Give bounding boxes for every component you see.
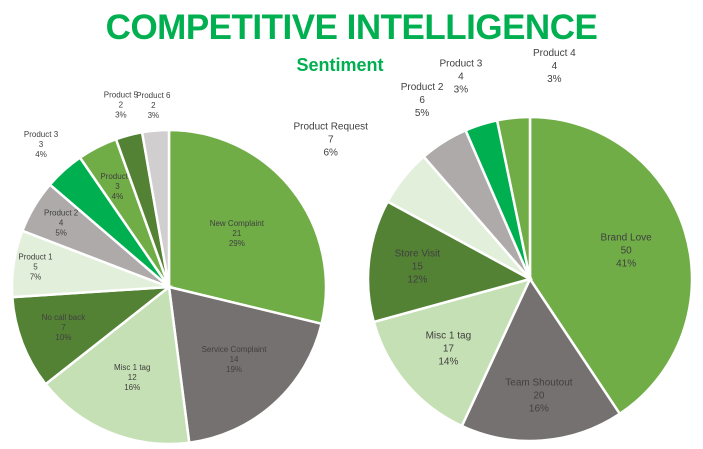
data-label-percent: 5% (55, 228, 67, 237)
data-label-label: Product 1 (18, 252, 53, 261)
data-label: Product 4 4 3% (533, 48, 576, 85)
pie-slice (167, 128, 328, 326)
data-label-percent: 5% (415, 108, 430, 119)
data-label-value: 6 (419, 95, 425, 106)
data-label-label: Brand Love (601, 232, 653, 243)
data-label-value: 12 (128, 373, 137, 382)
data-label-value: 15 (412, 261, 424, 272)
data-label: Product 245% (44, 208, 79, 237)
data-label-label: Product 4 (533, 48, 576, 59)
page-title: COMPETITIVE INTELLIGENCE (105, 8, 598, 47)
page-subtitle: Sentiment (296, 55, 384, 75)
data-label: Product Request 7 6% (293, 121, 368, 158)
data-label-value: 4 (458, 71, 464, 82)
data-label: Product 434% (100, 172, 135, 201)
pie-slice (43, 284, 191, 446)
data-label-label: Store Visit (395, 248, 441, 259)
data-label-percent: 6% (323, 147, 338, 158)
data-label-percent: 4% (35, 150, 47, 159)
pie-slice (460, 276, 622, 443)
data-label-percent: 7% (30, 272, 42, 281)
data-label-label: Service Complaint (202, 345, 268, 354)
pie-slice (10, 285, 173, 386)
data-label-percent: 16% (124, 383, 140, 392)
pie-slice (495, 115, 532, 280)
data-label-label: Misc 1 tag (426, 330, 472, 341)
data-label-label: New Complaint (210, 219, 265, 228)
data-label-label: Product 4 (100, 172, 135, 181)
data-label-value: 5 (33, 262, 38, 271)
data-label-percent: 16% (529, 404, 549, 415)
data-label-percent: 3% (115, 111, 127, 120)
data-label-label: Misc 1 tag (114, 363, 150, 372)
data-label-percent: 4% (112, 192, 124, 201)
pie-slice (366, 199, 534, 324)
data-label-value: 17 (443, 343, 455, 354)
pie-slice (167, 285, 324, 445)
data-label: Product 334% (24, 130, 59, 159)
data-label-value: 2 (119, 101, 124, 110)
data-label-value: 50 (621, 245, 633, 256)
data-label: Store Visit 15 12% (395, 248, 441, 285)
data-label: Product 157% (18, 252, 53, 281)
data-label-value: 7 (61, 323, 66, 332)
data-label: Product 2 6 5% (401, 82, 444, 119)
data-label-value: 20 (533, 391, 545, 402)
data-label-percent: 10% (55, 333, 71, 342)
data-label-value: 4 (552, 61, 558, 72)
data-label-label: Product Request (293, 121, 368, 132)
data-label-value: 21 (232, 229, 241, 238)
pie-slice (140, 128, 171, 288)
data-label-label: Team Shoutout (505, 378, 572, 389)
data-label: Brand Love 50 41% (601, 232, 653, 269)
data-label: Product 623% (136, 91, 171, 120)
data-label-percent: 29% (229, 239, 245, 248)
data-label: Product 523% (104, 91, 139, 120)
data-label-value: 2 (151, 101, 156, 110)
data-label-percent: 41% (616, 258, 636, 269)
data-label-label: Product 3 (439, 58, 482, 69)
data-label-percent: 14% (438, 356, 458, 367)
data-label: Misc 1 tag 17 14% (426, 330, 472, 367)
data-label-value: 3 (115, 182, 120, 191)
data-label-value: 3 (39, 140, 44, 149)
data-label: Product 3 4 3% (439, 58, 482, 95)
data-label-value: 14 (230, 355, 239, 364)
pie-slice (372, 277, 533, 428)
data-label: Team Shoutout 20 16% (505, 378, 572, 415)
data-label-percent: 12% (407, 274, 427, 285)
data-label-label: Product 5 (104, 91, 139, 100)
data-label-label: Product 2 (44, 208, 79, 217)
data-label-percent: 3% (454, 84, 469, 95)
data-label-label: Product 6 (136, 91, 171, 100)
data-label-value: 4 (59, 218, 64, 227)
data-label-label: No call back (42, 313, 87, 322)
data-label-percent: 3% (148, 111, 160, 120)
data-label-percent: 3% (547, 74, 562, 85)
data-label-value: 7 (328, 134, 334, 145)
data-label-label: Product 3 (24, 130, 59, 139)
data-label-label: Product 2 (401, 82, 444, 93)
data-label-percent: 19% (226, 365, 242, 374)
